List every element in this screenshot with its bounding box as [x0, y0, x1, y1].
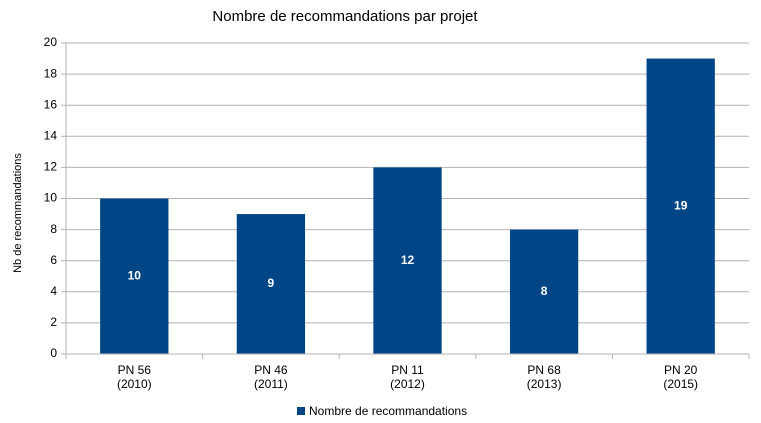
y-tick-label: 10 [44, 191, 58, 205]
y-tick-label: 20 [44, 35, 58, 49]
data-label: 19 [674, 198, 688, 212]
y-tick-label: 14 [44, 128, 58, 142]
legend-label: Nombre de recommandations [309, 404, 467, 418]
data-label: 12 [401, 253, 415, 267]
x-tick-label: PN 56 (2010) [116, 363, 152, 391]
y-tick-label: 8 [50, 222, 57, 236]
bar [646, 58, 715, 355]
x-tick-label: PN 11 (2012) [390, 363, 425, 391]
x-tick-label: PN 68 (2013) [526, 363, 562, 391]
data-label: 9 [268, 276, 275, 290]
y-tick-label: 0 [50, 346, 57, 360]
y-tick-label: 4 [50, 284, 57, 298]
bar [100, 198, 169, 354]
x-tick-label: PN 20 (2015) [663, 363, 699, 391]
bar [373, 167, 442, 354]
y-axis-title: Nb de recommandations [12, 153, 24, 273]
legend-swatch [297, 407, 305, 415]
y-tick-label: 12 [44, 160, 58, 174]
data-label: 10 [128, 268, 142, 282]
x-tick-label: PN 46 (2011) [253, 363, 288, 391]
chart-title: Nombre de recommandations par projet [212, 8, 478, 25]
y-tick-label: 2 [50, 315, 57, 329]
bar [509, 229, 579, 354]
y-tick-label: 18 [44, 66, 58, 80]
data-label: 8 [541, 284, 548, 298]
bar [236, 214, 306, 354]
y-tick-label: 16 [44, 97, 58, 111]
y-tick-label: 6 [50, 253, 57, 267]
